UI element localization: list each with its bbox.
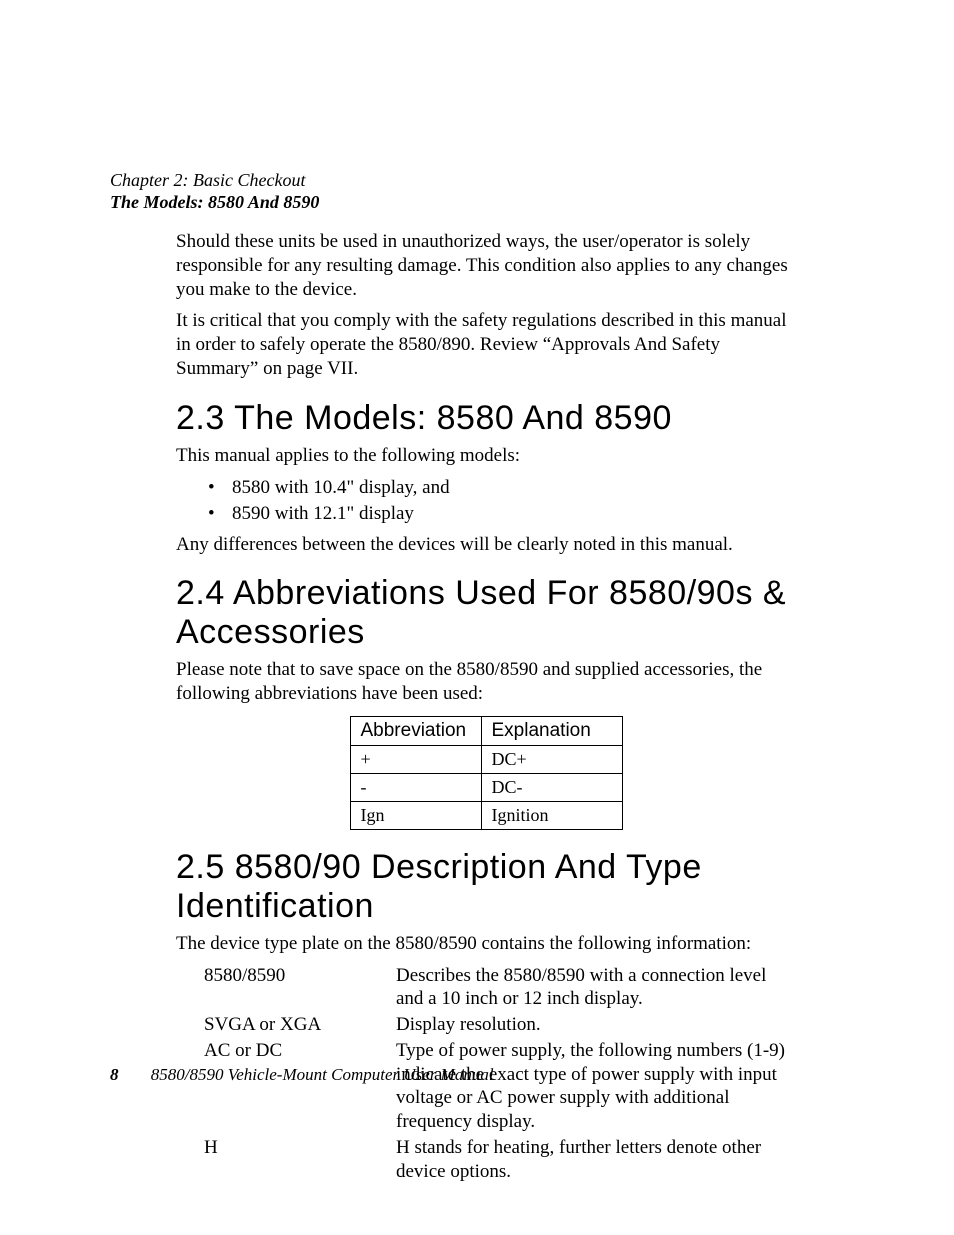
section-2-3-lead: This manual applies to the following mod… <box>176 444 796 468</box>
list-item: 8580 with 10.4" display, and <box>232 475 796 501</box>
table-row: Ign Ignition <box>350 801 622 829</box>
definition-row: AC or DC Type of power supply, the follo… <box>176 1039 796 1134</box>
abbreviation-table: Abbreviation Explanation + DC+ - DC- Ign… <box>350 716 623 830</box>
definition-desc: H stands for heating, further letters de… <box>396 1136 796 1184</box>
definition-row: H H stands for heating, further letters … <box>176 1136 796 1184</box>
col-header: Abbreviation <box>350 716 481 745</box>
table-cell: DC+ <box>481 745 622 773</box>
table-header-row: Abbreviation Explanation <box>350 716 622 745</box>
definition-term: H <box>176 1136 396 1184</box>
page: Chapter 2: Basic Checkout The Models: 85… <box>0 0 954 1235</box>
footer-title: 8580/8590 Vehicle-Mount Computer User Ma… <box>151 1065 494 1084</box>
running-header: Chapter 2: Basic Checkout The Models: 85… <box>110 170 319 213</box>
definition-row: 8580/8590 Describes the 8580/8590 with a… <box>176 964 796 1012</box>
definition-term: AC or DC <box>176 1039 396 1134</box>
definition-row: SVGA or XGA Display resolution. <box>176 1013 796 1037</box>
section-2-4-lead: Please note that to save space on the 85… <box>176 658 796 706</box>
table-row: - DC- <box>350 773 622 801</box>
table-row: + DC+ <box>350 745 622 773</box>
body-content: Should these units be used in unauthoriz… <box>176 230 796 1185</box>
section-2-3-bullets: 8580 with 10.4" display, and 8590 with 1… <box>176 475 796 526</box>
definition-desc: Type of power supply, the following numb… <box>396 1039 796 1134</box>
section-2-5-heading: 2.5 8580/90 Description And Type Identif… <box>176 848 796 926</box>
definition-term: SVGA or XGA <box>176 1013 396 1037</box>
page-number: 8 <box>110 1065 119 1084</box>
table-cell: DC- <box>481 773 622 801</box>
table-cell: Ignition <box>481 801 622 829</box>
definition-term: 8580/8590 <box>176 964 396 1012</box>
section-2-5-lead: The device type plate on the 8580/8590 c… <box>176 932 796 956</box>
table-cell: + <box>350 745 481 773</box>
page-footer: 8 8580/8590 Vehicle-Mount Computer User … <box>110 1065 494 1085</box>
definition-desc: Display resolution. <box>396 1013 796 1037</box>
section-2-3-heading: 2.3 The Models: 8580 And 8590 <box>176 399 796 438</box>
col-header: Explanation <box>481 716 622 745</box>
intro-para-1: Should these units be used in unauthoriz… <box>176 230 796 301</box>
definition-desc: Describes the 8580/8590 with a connectio… <box>396 964 796 1012</box>
intro-para-2: It is critical that you comply with the … <box>176 309 796 380</box>
section-2-3-tail: Any differences between the devices will… <box>176 533 796 557</box>
table-cell: Ign <box>350 801 481 829</box>
list-item: 8590 with 12.1" display <box>232 501 796 527</box>
table-cell: - <box>350 773 481 801</box>
chapter-subtitle: The Models: 8580 And 8590 <box>110 192 319 214</box>
section-2-4-heading: 2.4 Abbreviations Used For 8580/90s & Ac… <box>176 574 796 652</box>
chapter-line: Chapter 2: Basic Checkout <box>110 170 319 192</box>
